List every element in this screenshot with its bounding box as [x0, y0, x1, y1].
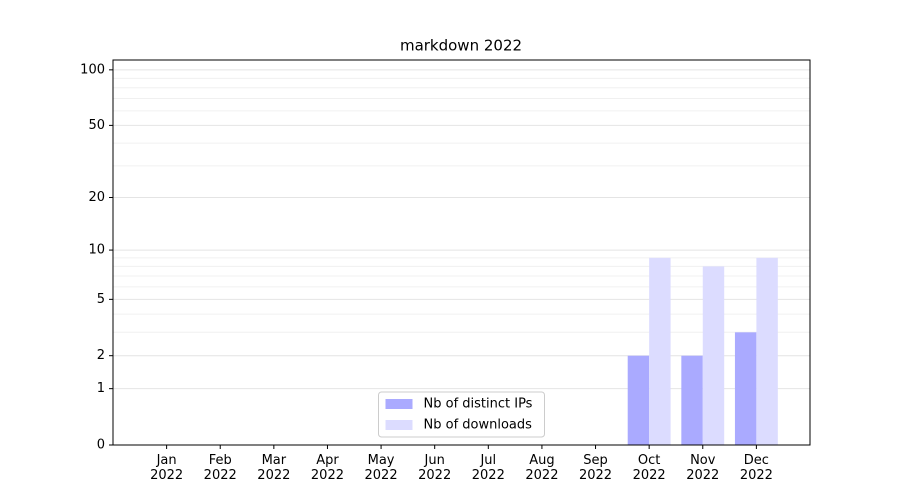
bar [702, 266, 725, 445]
x-tick-label: Oct 2022 [632, 453, 666, 483]
legend-swatch [385, 399, 413, 409]
x-tick-label: May 2022 [364, 453, 398, 483]
x-tick-label: Apr 2022 [310, 453, 344, 483]
y-tick-label: 50 [88, 118, 105, 133]
legend: Nb of distinct IPs Nb of downloads [378, 391, 545, 438]
y-tick-label: 100 [80, 62, 105, 77]
y-tick-label: 20 [88, 190, 105, 205]
y-tick-label: 0 [97, 438, 105, 453]
y-tick-label: 1 [97, 381, 105, 396]
bar [734, 332, 757, 445]
x-tick-label: Dec 2022 [739, 453, 773, 483]
legend-label: Nb of downloads [424, 418, 533, 433]
bar [681, 355, 703, 445]
x-tick-label: Aug 2022 [525, 453, 559, 483]
plot-frame [112, 59, 811, 446]
y-tick-label: 5 [97, 292, 105, 307]
y-tick-label: 2 [97, 348, 105, 363]
x-tick-label: Mar 2022 [257, 453, 291, 483]
bar [649, 257, 671, 445]
bar [627, 355, 650, 445]
legend-label: Nb of distinct IPs [424, 397, 533, 412]
chart-title: markdown 2022 [400, 37, 522, 55]
x-tick-label: Nov 2022 [686, 453, 720, 483]
bar [756, 257, 778, 445]
legend-box [378, 391, 545, 438]
y-tick-label: 10 [88, 243, 105, 258]
legend-swatch [385, 420, 413, 430]
x-tick-label: Jun 2022 [418, 453, 452, 483]
x-tick-label: Jan 2022 [150, 453, 184, 483]
x-tick-label: Jul 2022 [471, 453, 505, 483]
x-tick-label: Feb 2022 [203, 453, 237, 483]
x-tick-label: Sep 2022 [578, 453, 613, 483]
